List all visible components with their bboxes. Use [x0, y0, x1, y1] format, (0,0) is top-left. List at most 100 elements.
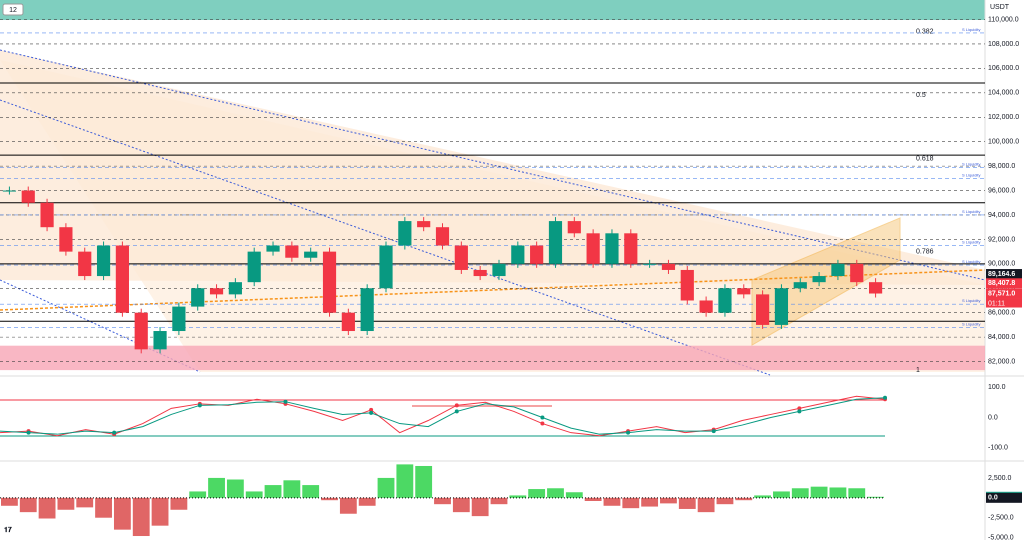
- candle-body: [605, 233, 619, 264]
- y-tick-label: 104,000.0: [988, 90, 1019, 97]
- candle-body: [624, 233, 638, 264]
- candle-body: [285, 245, 299, 258]
- bar: [415, 465, 433, 498]
- price-badge-label: 87,571.0: [988, 290, 1015, 297]
- osc-dot: [283, 399, 288, 404]
- bar: [19, 497, 37, 513]
- candle-body: [209, 288, 224, 295]
- bar: [434, 497, 451, 505]
- y-tick-label: 110,000.0: [988, 16, 1019, 23]
- price-badge: [986, 492, 1022, 503]
- liquidity-label: S Liquidity: [962, 27, 980, 32]
- bar: [95, 497, 112, 518]
- bar: [170, 497, 188, 510]
- bar: [509, 495, 527, 498]
- candle-body: [379, 245, 393, 289]
- bar: [283, 480, 301, 498]
- osc-dot: [454, 403, 459, 408]
- bar: [697, 497, 715, 513]
- liquidity-label: S Liquidity: [962, 172, 980, 177]
- osc-dot: [797, 406, 802, 411]
- candle-body: [454, 245, 468, 270]
- bar: [754, 495, 772, 498]
- candle-body: [341, 312, 355, 332]
- y-tick-label: 108,000.0: [988, 41, 1019, 48]
- countdown-bg: [986, 298, 1022, 308]
- candle-body: [718, 288, 732, 313]
- y-tick-label: 0.0: [988, 414, 998, 421]
- price-badge-label: 89,164.6: [988, 271, 1015, 278]
- candle-body: [868, 282, 883, 294]
- candle-body: [247, 251, 261, 283]
- candle-body: [398, 221, 412, 246]
- band: [412, 405, 552, 407]
- y-tick-label: -2,500.0: [988, 515, 1014, 522]
- zone: [0, 345, 985, 371]
- fib-label: 0.618: [916, 156, 934, 163]
- candle-body: [511, 245, 525, 264]
- candle-body: [586, 233, 600, 264]
- badge[interactable]: [2, 3, 24, 16]
- y-tick-label: 98,000.0: [988, 163, 1015, 170]
- bar: [339, 497, 357, 514]
- candle-body: [96, 245, 111, 277]
- y-tick-label: 86,000.0: [988, 310, 1015, 317]
- bar: [76, 497, 94, 508]
- bar: [113, 497, 131, 530]
- candle-body: [567, 221, 581, 234]
- fib-label: 0.786: [916, 248, 934, 255]
- y-tick-label: 2,500.0: [988, 475, 1011, 482]
- bar: [716, 497, 734, 505]
- bar: [226, 479, 244, 498]
- bar: [867, 496, 884, 498]
- fib-label: 0.5: [916, 92, 926, 99]
- candle-body: [699, 300, 713, 313]
- candle-body: [417, 221, 431, 228]
- candle-body: [774, 288, 789, 325]
- osc-dot: [369, 410, 374, 415]
- candle-body: [831, 263, 845, 277]
- bar: [245, 491, 263, 498]
- candle-body: [78, 251, 92, 277]
- candle-body: [304, 251, 318, 258]
- fib-label: 0.382: [916, 29, 934, 36]
- candle-body: [360, 288, 374, 332]
- bar: [584, 497, 602, 501]
- bar: [829, 487, 847, 498]
- bar: [773, 491, 790, 498]
- candle-body: [40, 202, 54, 228]
- candle-body: [812, 276, 826, 283]
- price-badge: [986, 269, 1022, 280]
- countdown: 01:11: [988, 300, 1005, 307]
- bar: [622, 497, 640, 509]
- candle-body: [548, 221, 563, 264]
- bar: [678, 497, 696, 509]
- logo: 𝟏𝟕: [4, 526, 12, 534]
- price-badge-label: 0.0: [988, 495, 998, 502]
- osc-dot: [540, 421, 545, 426]
- bar: [547, 488, 564, 498]
- y-tick-label: 90,000.0: [988, 261, 1015, 268]
- liquidity-label: S Liquidity: [962, 161, 980, 166]
- liquidity-label: S Liquidity: [962, 209, 980, 214]
- trend-line: [0, 279, 201, 373]
- candle-body: [191, 288, 205, 307]
- osc-line: [0, 395, 886, 437]
- osc-dot: [112, 430, 117, 435]
- candle-body: [680, 269, 694, 301]
- price-badge: [986, 288, 1022, 299]
- osc-dot: [369, 407, 374, 412]
- liquidity-label: S Liquidity: [962, 240, 980, 245]
- bar: [848, 488, 866, 498]
- y-tick-label: 84,000.0: [988, 334, 1015, 341]
- bar: [132, 497, 150, 537]
- bar: [565, 492, 583, 498]
- osc-dot: [883, 395, 887, 400]
- bar: [528, 489, 546, 498]
- candle-body: [473, 269, 487, 277]
- candle-body: [756, 294, 770, 325]
- trend-line: [0, 49, 986, 281]
- y-tick-label: -100.0: [988, 445, 1008, 452]
- candle-body: [153, 331, 167, 350]
- candle-body: [266, 245, 280, 252]
